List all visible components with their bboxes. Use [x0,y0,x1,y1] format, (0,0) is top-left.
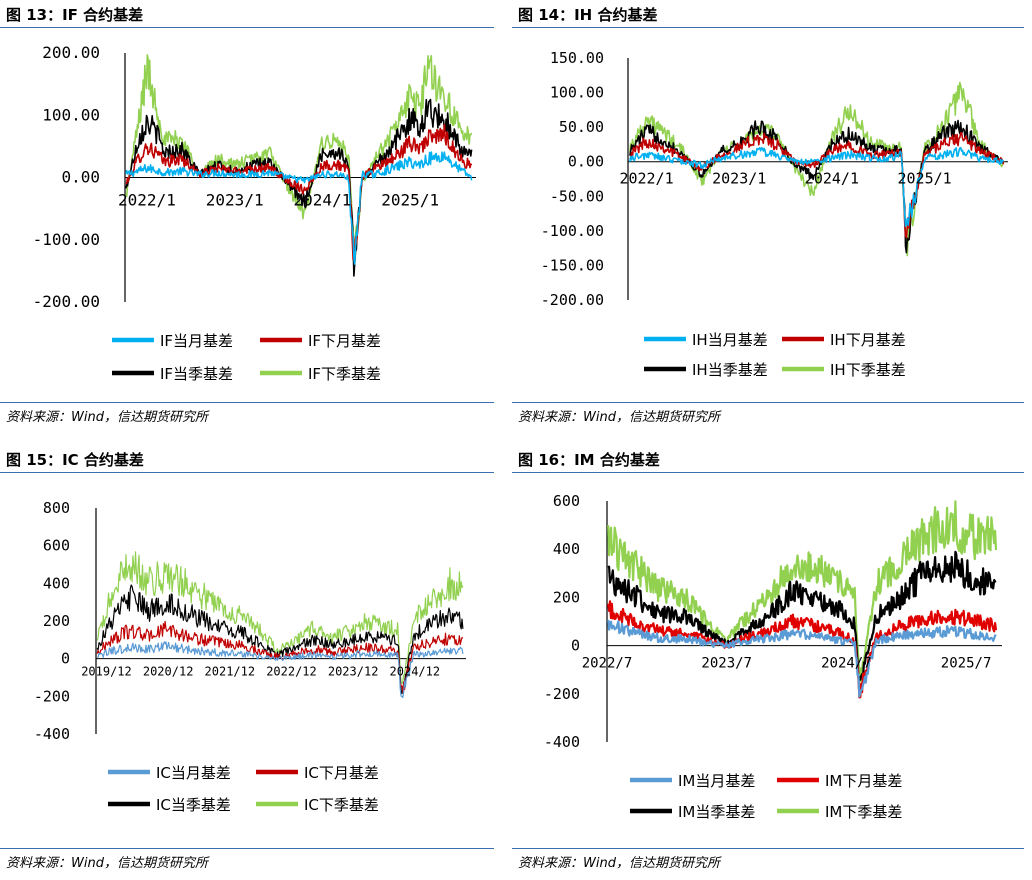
x-tick-label: 2024/12 [390,665,441,679]
series-line-3 [629,81,1005,257]
y-tick-label: 150.00 [550,49,604,67]
legend-label: IM下季基差 [825,803,902,821]
legend-label: IF下月基差 [308,332,381,350]
y-tick-label: 200 [553,588,580,606]
y-tick-label: 400 [553,540,580,558]
source-rule [0,848,494,849]
y-tick-label: -200 [544,685,580,703]
y-tick-label: 0 [571,637,580,655]
y-tick-label: -200.00 [541,291,604,309]
source-rule [512,402,1024,403]
series-line-2 [96,584,464,695]
series-line-2 [629,119,1004,254]
title-rule [0,27,494,28]
x-tick-label: 2022/12 [266,665,317,679]
panel-im: 图 16：IM 合约基差 600 400 200 0 -200 -400 2022/7 202… [512,445,1024,880]
y-tick-label: 0.00 [61,168,100,187]
title-rule [0,472,494,473]
y-tick-label: 0.00 [568,153,604,171]
legend-label: IH当季基差 [692,361,768,379]
series-line-1 [125,123,473,261]
legend-label: IF当月基差 [160,332,233,350]
y-tick-label: 600 [43,537,70,555]
legend-label: IM当季基差 [678,803,755,821]
legend-label: IM下月基差 [825,772,902,790]
im-basis-chart: 600 400 200 0 -200 -400 2022/7 2023/7 2024/7 2025… [544,492,1002,821]
if-basis-chart: 200.00 100.00 0.00 -100.00 -200.00 2022/1 2023… [33,43,476,383]
ic-basis-chart: 800 600 400 200 0 -200 -400 2019/12 2020/12 2021/… [34,499,466,814]
y-tick-label: 0 [61,650,70,668]
legend-label: IH下季基差 [830,361,906,379]
x-tick-label: 2021/12 [205,665,256,679]
y-tick-label: 50.00 [559,118,604,136]
x-tick-label: 2023/7 [701,656,752,672]
source-rule [0,402,494,403]
legend-label: IF当季基差 [160,365,233,383]
legend-label: IH下月基差 [830,331,906,349]
y-tick-label: -400 [544,733,580,751]
x-tick-label: 2023/1 [206,191,264,210]
y-tick-label: -200.00 [33,292,100,311]
panel-ih: 图 14：IH 合约基差 150.00 100.00 50.00 0.00 -50.00… [512,0,1024,435]
series-line-2 [125,98,473,277]
title-rule [512,27,1024,28]
panel-title: 图 16：IM 合约基差 [518,451,660,469]
legend-label: IF下季基差 [308,365,381,383]
series-line-1 [607,600,998,699]
ih-basis-chart: 150.00 100.00 50.00 0.00 -50.00 -100.00 -150.0… [541,49,1008,379]
y-tick-label: 600 [553,492,580,510]
x-tick-label: 2023/1 [712,170,766,188]
legend-label: IC当月基差 [156,764,231,782]
series-line-3 [607,500,998,683]
title-rule [512,472,1024,473]
source-note: 资料来源：Wind，信达期货研究所 [6,856,208,871]
x-tick-label: 2025/7 [941,656,992,672]
x-tick-label: 2024/1 [805,170,859,188]
y-tick-label: -150.00 [541,256,604,274]
x-tick-label: 2022/7 [582,656,633,672]
x-tick-label: 2019/12 [81,665,132,679]
y-tick-label: 400 [43,574,70,592]
series-line-0 [97,641,464,699]
panel-title: 图 14：IH 合约基差 [518,6,658,24]
y-tick-label: 100.00 [42,105,100,124]
x-tick-label: 2022/1 [118,191,176,210]
y-tick-label: 800 [43,499,70,517]
panel-if: 图 13：IF 合约基差 200.00 100.00 0.00 -100.00 -200… [0,0,504,435]
x-tick-label: 2025/1 [381,191,439,210]
panel-ic: 图 15：IC 合约基差 800 600 400 200 0 -200 -400 2019/1… [0,445,504,880]
legend-label: IM当月基差 [678,772,755,790]
x-tick-label: 2024/7 [821,656,872,672]
y-tick-label: -100.00 [541,222,604,240]
source-note: 资料来源：Wind，信达期货研究所 [518,410,720,425]
series-line-0 [125,151,473,265]
source-rule [512,848,1024,849]
legend-label: IC下月基差 [304,764,379,782]
series-line-0 [629,146,1004,227]
x-tick-label: 2024/1 [294,191,352,210]
y-tick-label: 200.00 [42,43,100,62]
y-tick-label: -50.00 [550,187,604,205]
y-tick-label: -200 [34,687,70,705]
source-note: 资料来源：Wind，信达期货研究所 [6,410,208,425]
series-line-2 [607,550,997,681]
x-tick-label: 2022/1 [619,170,673,188]
legend-label: IH当月基差 [692,331,768,349]
panel-title: 图 15：IC 合约基差 [6,451,144,469]
x-tick-label: 2020/12 [143,665,194,679]
legend-label: IC下季基差 [304,796,379,814]
y-tick-label: 100.00 [550,84,604,102]
x-tick-label: 2025/1 [897,170,951,188]
series-line-3 [125,54,473,263]
y-tick-label: -400 [34,725,70,743]
legend-label: IC当季基差 [156,796,231,814]
series-line-3 [96,551,464,685]
x-tick-label: 2023/12 [328,665,379,679]
y-tick-label: 200 [43,612,70,630]
panel-title: 图 13：IF 合约基差 [6,6,144,24]
y-tick-label: -100.00 [33,230,100,249]
source-note: 资料来源：Wind，信达期货研究所 [518,856,720,871]
series-line-0 [607,619,997,698]
